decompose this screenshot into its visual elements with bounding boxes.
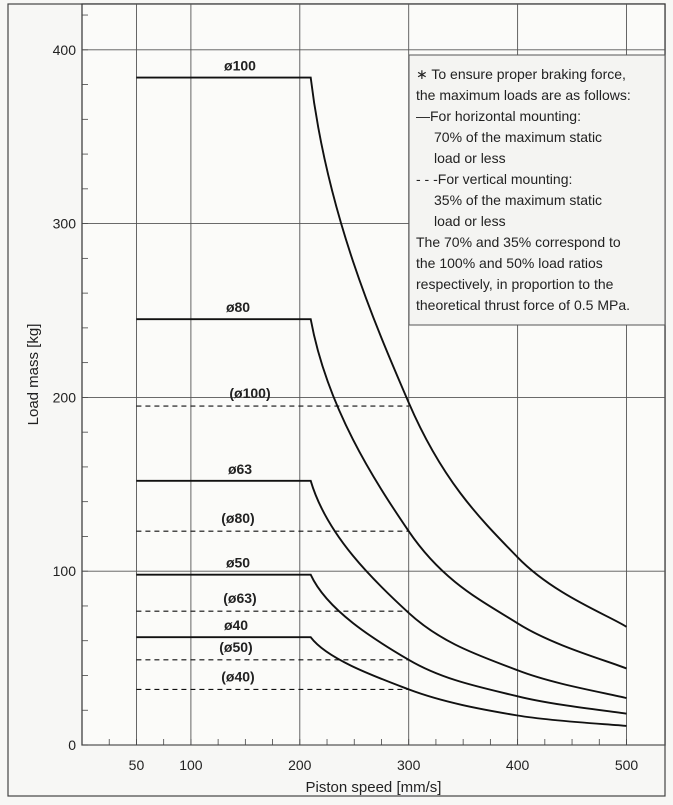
series-label: (ø80) <box>221 510 254 526</box>
y-tick-label: 300 <box>53 216 77 232</box>
series-line <box>136 318 627 670</box>
note-line: the 100% and 50% load ratios <box>416 255 603 271</box>
note-line: ∗ To ensure proper braking force, <box>416 66 626 82</box>
y-tick-label: 400 <box>53 42 77 58</box>
series-label: (ø50) <box>219 639 252 655</box>
y-tick-label: 100 <box>53 563 77 579</box>
y-tick-label: 200 <box>53 389 77 405</box>
series-label: ø40 <box>224 617 248 633</box>
note-line: 35% of the maximum static <box>434 192 602 208</box>
y-tick-label: 0 <box>68 737 76 753</box>
note-line: The 70% and 35% correspond to <box>416 234 621 250</box>
note-line: load or less <box>434 213 506 229</box>
x-tick-label: 200 <box>288 757 312 773</box>
series-line <box>136 636 627 727</box>
series-line <box>136 573 627 715</box>
series-label: ø63 <box>228 461 252 477</box>
note-line: respectively, in proportion to the <box>416 276 614 292</box>
note-line: theoretical thrust force of 0.5 MPa. <box>416 297 630 313</box>
x-axis-label: Piston speed [mm/s] <box>306 779 442 796</box>
series-line <box>136 479 627 700</box>
series-line <box>136 76 628 628</box>
series-label: (ø40) <box>221 668 254 684</box>
series-label: (ø63) <box>223 590 256 606</box>
series-label: ø100 <box>224 58 256 74</box>
x-tick-label: 500 <box>615 757 639 773</box>
note-line: 70% of the maximum static <box>434 129 602 145</box>
braking-note-box: ∗ To ensure proper braking force, the max… <box>408 54 666 326</box>
x-tick-label: 300 <box>397 757 421 773</box>
series-label: ø50 <box>226 555 250 571</box>
x-tick-label: 400 <box>506 757 530 773</box>
note-line: —For horizontal mounting: <box>416 108 581 124</box>
note-line: the maximum loads are as follows: <box>416 87 631 103</box>
note-box-frame <box>408 54 666 326</box>
y-axis-label: Load mass [kg] <box>25 324 42 426</box>
series-label: ø80 <box>226 299 250 315</box>
x-tick-label: 100 <box>179 757 203 773</box>
x-tick-label: 50 <box>129 757 145 773</box>
note-line: load or less <box>434 150 506 166</box>
series-label: (ø100) <box>229 385 270 401</box>
note-line: - - -For vertical mounting: <box>416 171 572 187</box>
